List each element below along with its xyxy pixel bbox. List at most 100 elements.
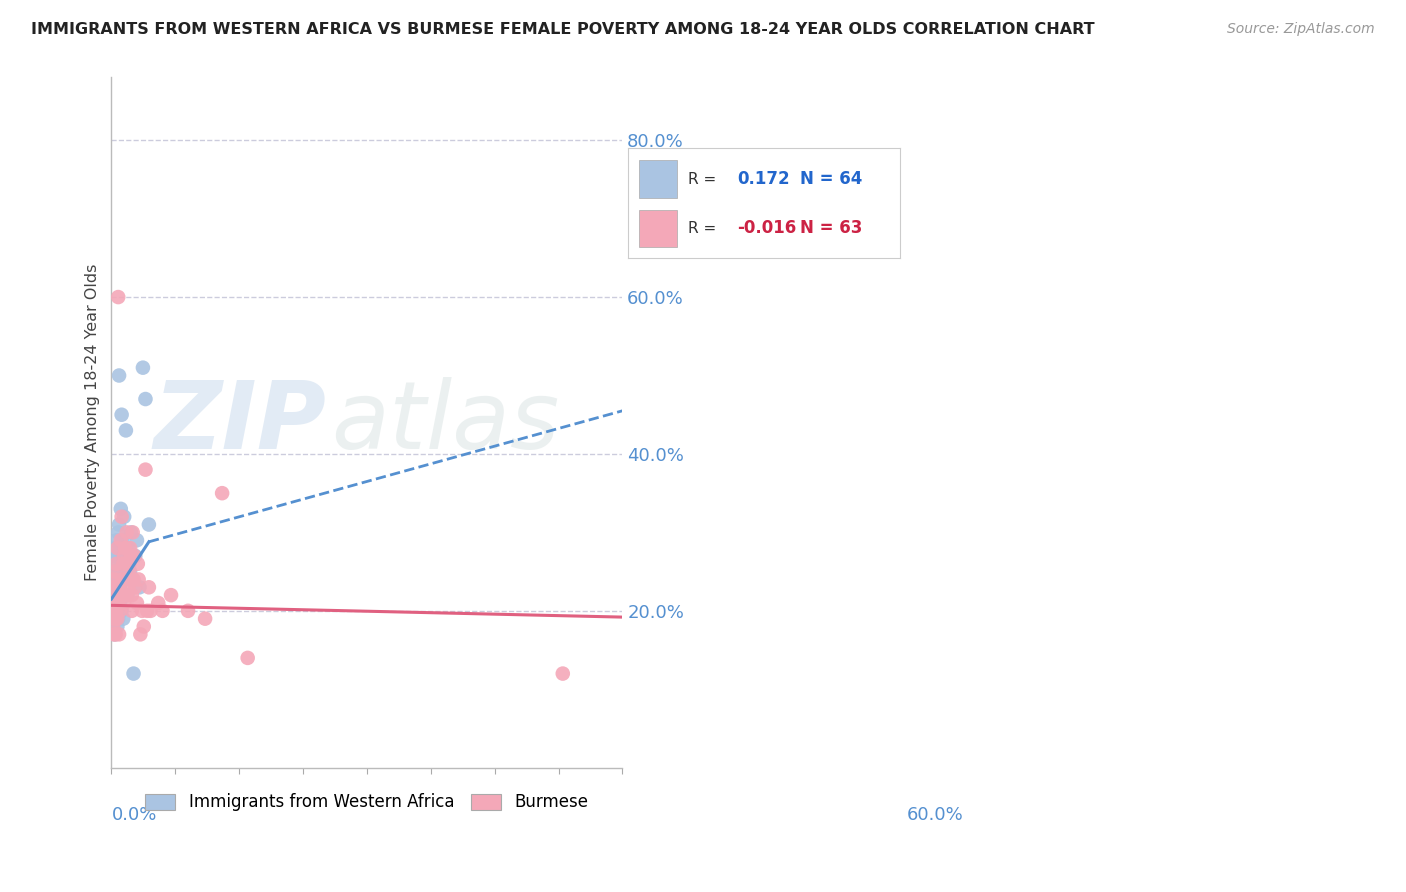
Point (152, 604, 174, 618)
Point (139, 604, 162, 618)
Point (124, 549, 146, 563)
Point (120, 525, 142, 540)
Point (121, 588, 143, 602)
Point (105, 541, 128, 555)
Point (105, 549, 128, 563)
Point (110, 501, 132, 516)
Point (105, 580, 128, 594)
Point (105, 533, 128, 548)
Point (112, 612, 135, 626)
Point (111, 573, 134, 587)
Point (105, 612, 128, 626)
Point (103, 573, 125, 587)
Point (112, 549, 135, 563)
Point (108, 627, 131, 641)
Point (117, 541, 139, 555)
FancyBboxPatch shape (638, 161, 678, 198)
Point (121, 525, 143, 540)
Legend: Immigrants from Western Africa, Burmese: Immigrants from Western Africa, Burmese (139, 787, 595, 818)
Point (103, 627, 125, 641)
Point (103, 604, 125, 618)
Point (115, 525, 138, 540)
Point (114, 588, 136, 602)
Point (110, 588, 132, 602)
Text: 0.0%: 0.0% (111, 805, 157, 823)
Point (211, 486, 233, 500)
Point (118, 565, 141, 579)
Text: atlas: atlas (332, 377, 560, 468)
Point (120, 549, 142, 563)
Text: ZIP: ZIP (153, 376, 326, 468)
Point (104, 612, 127, 626)
Point (112, 549, 135, 563)
Point (120, 541, 142, 555)
Point (104, 580, 127, 594)
Point (105, 619, 128, 633)
Point (107, 612, 129, 626)
Point (124, 549, 146, 563)
Point (103, 549, 125, 563)
Point (104, 557, 127, 571)
Point (112, 573, 135, 587)
Point (108, 604, 131, 618)
Point (110, 588, 132, 602)
Point (104, 541, 127, 555)
Point (117, 557, 139, 571)
Point (125, 596, 148, 610)
Point (125, 533, 148, 548)
Text: R =: R = (688, 221, 716, 236)
Point (104, 565, 127, 579)
Point (101, 596, 124, 610)
Point (103, 573, 125, 587)
Point (177, 604, 200, 618)
Point (101, 619, 124, 633)
Point (121, 573, 143, 587)
Point (121, 604, 143, 618)
Point (551, 666, 574, 681)
Point (101, 604, 124, 618)
Point (104, 588, 127, 602)
Point (104, 588, 127, 602)
Point (104, 596, 127, 610)
Point (118, 557, 141, 571)
Point (111, 408, 134, 422)
Point (105, 565, 128, 579)
Point (120, 565, 142, 579)
Point (132, 619, 155, 633)
Point (136, 604, 159, 618)
Point (194, 612, 217, 626)
Point (107, 290, 129, 304)
Point (111, 557, 134, 571)
Point (111, 604, 134, 618)
Point (112, 596, 135, 610)
Point (117, 580, 139, 594)
Point (101, 588, 124, 602)
Text: N = 64: N = 64 (800, 170, 862, 188)
Point (122, 573, 145, 587)
Point (117, 588, 139, 602)
Point (104, 627, 127, 641)
Point (105, 580, 128, 594)
Point (108, 580, 131, 594)
Point (108, 580, 131, 594)
Point (103, 604, 125, 618)
Point (128, 573, 150, 587)
Point (101, 596, 124, 610)
Point (108, 517, 131, 532)
Point (103, 612, 125, 626)
FancyBboxPatch shape (638, 210, 678, 247)
Point (148, 596, 170, 610)
Point (114, 541, 136, 555)
Text: Source: ZipAtlas.com: Source: ZipAtlas.com (1227, 22, 1375, 37)
Point (105, 588, 128, 602)
Point (112, 557, 135, 571)
Point (108, 573, 131, 587)
Point (111, 533, 134, 548)
Point (101, 565, 124, 579)
Text: N = 63: N = 63 (800, 219, 862, 237)
Point (103, 588, 125, 602)
Point (138, 517, 160, 532)
Point (108, 541, 131, 555)
Point (104, 627, 127, 641)
Point (104, 573, 127, 587)
